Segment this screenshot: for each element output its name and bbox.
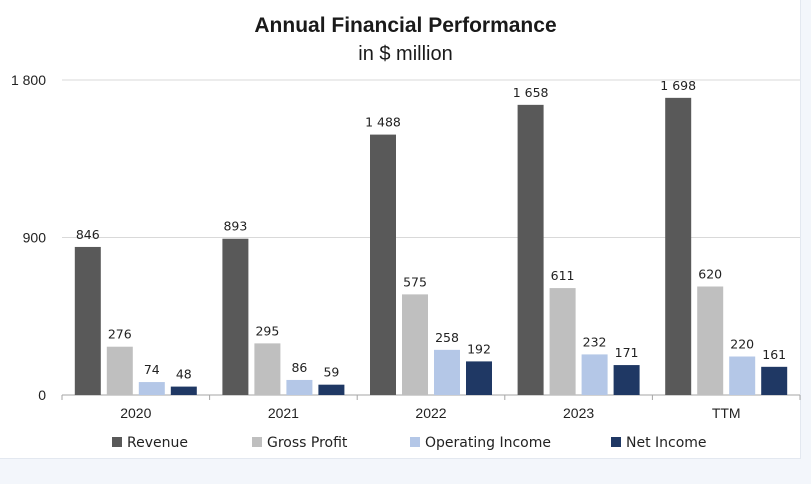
bar-revenue — [665, 97, 692, 395]
bar-revenue — [222, 238, 249, 395]
bar-operating-income — [434, 349, 460, 395]
data-label: 86 — [291, 360, 307, 375]
data-label: 893 — [223, 219, 247, 234]
data-label: 192 — [467, 341, 491, 356]
bar-gross-profit — [697, 286, 724, 395]
x-tick-label: 2020 — [120, 405, 151, 421]
data-label: 74 — [144, 362, 160, 377]
legend-label: Operating Income — [425, 435, 551, 451]
data-label: 258 — [435, 330, 459, 345]
bar-operating-income — [729, 356, 756, 395]
chart-title: Annual Financial Performance — [254, 14, 557, 37]
bar-net-income — [761, 366, 788, 395]
data-label: 232 — [583, 334, 607, 349]
legend-swatch — [252, 437, 262, 447]
data-label: 1 698 — [660, 78, 696, 93]
x-tick-label: TTM — [712, 405, 741, 421]
bar-gross-profit — [106, 346, 133, 395]
bar-revenue — [370, 134, 396, 395]
x-tick-label: 2023 — [563, 405, 594, 421]
bar-gross-profit — [549, 288, 576, 395]
bar-net-income — [466, 361, 492, 395]
y-tick-label: 1 800 — [11, 72, 46, 88]
legend-label: Revenue — [127, 435, 188, 451]
bar-revenue — [74, 246, 101, 395]
bar-gross-profit — [402, 294, 428, 395]
y-tick-label: 0 — [38, 387, 46, 403]
legend-swatch — [611, 437, 621, 447]
bar-gross-profit — [254, 343, 281, 395]
data-label: 575 — [403, 274, 427, 289]
bar-operating-income — [138, 382, 165, 395]
y-tick-label: 900 — [23, 230, 47, 246]
data-label: 48 — [176, 367, 192, 382]
bar-net-income — [170, 386, 197, 395]
legend-label: Gross Profit — [267, 435, 348, 451]
data-label: 1 658 — [513, 85, 549, 100]
data-label: 295 — [255, 323, 279, 338]
data-label: 611 — [551, 268, 575, 283]
data-label: 171 — [615, 345, 639, 360]
legend-label: Net Income — [626, 435, 707, 451]
data-label: 620 — [698, 267, 722, 282]
chart-subtitle: in $ million — [358, 43, 453, 65]
data-label: 846 — [76, 227, 100, 242]
bar-revenue — [517, 104, 544, 395]
bar-net-income — [318, 384, 345, 395]
legend-swatch — [112, 437, 122, 447]
bar-net-income — [613, 365, 640, 395]
x-tick-label: 2022 — [415, 405, 446, 421]
bar-operating-income — [286, 379, 313, 395]
legend-swatch — [410, 437, 420, 447]
bar-operating-income — [581, 354, 608, 395]
data-label: 161 — [762, 347, 786, 362]
data-label: 1 488 — [365, 115, 401, 130]
data-label: 59 — [323, 365, 339, 380]
data-label: 220 — [730, 337, 754, 352]
x-tick-label: 2021 — [268, 405, 299, 421]
data-label: 276 — [108, 327, 132, 342]
